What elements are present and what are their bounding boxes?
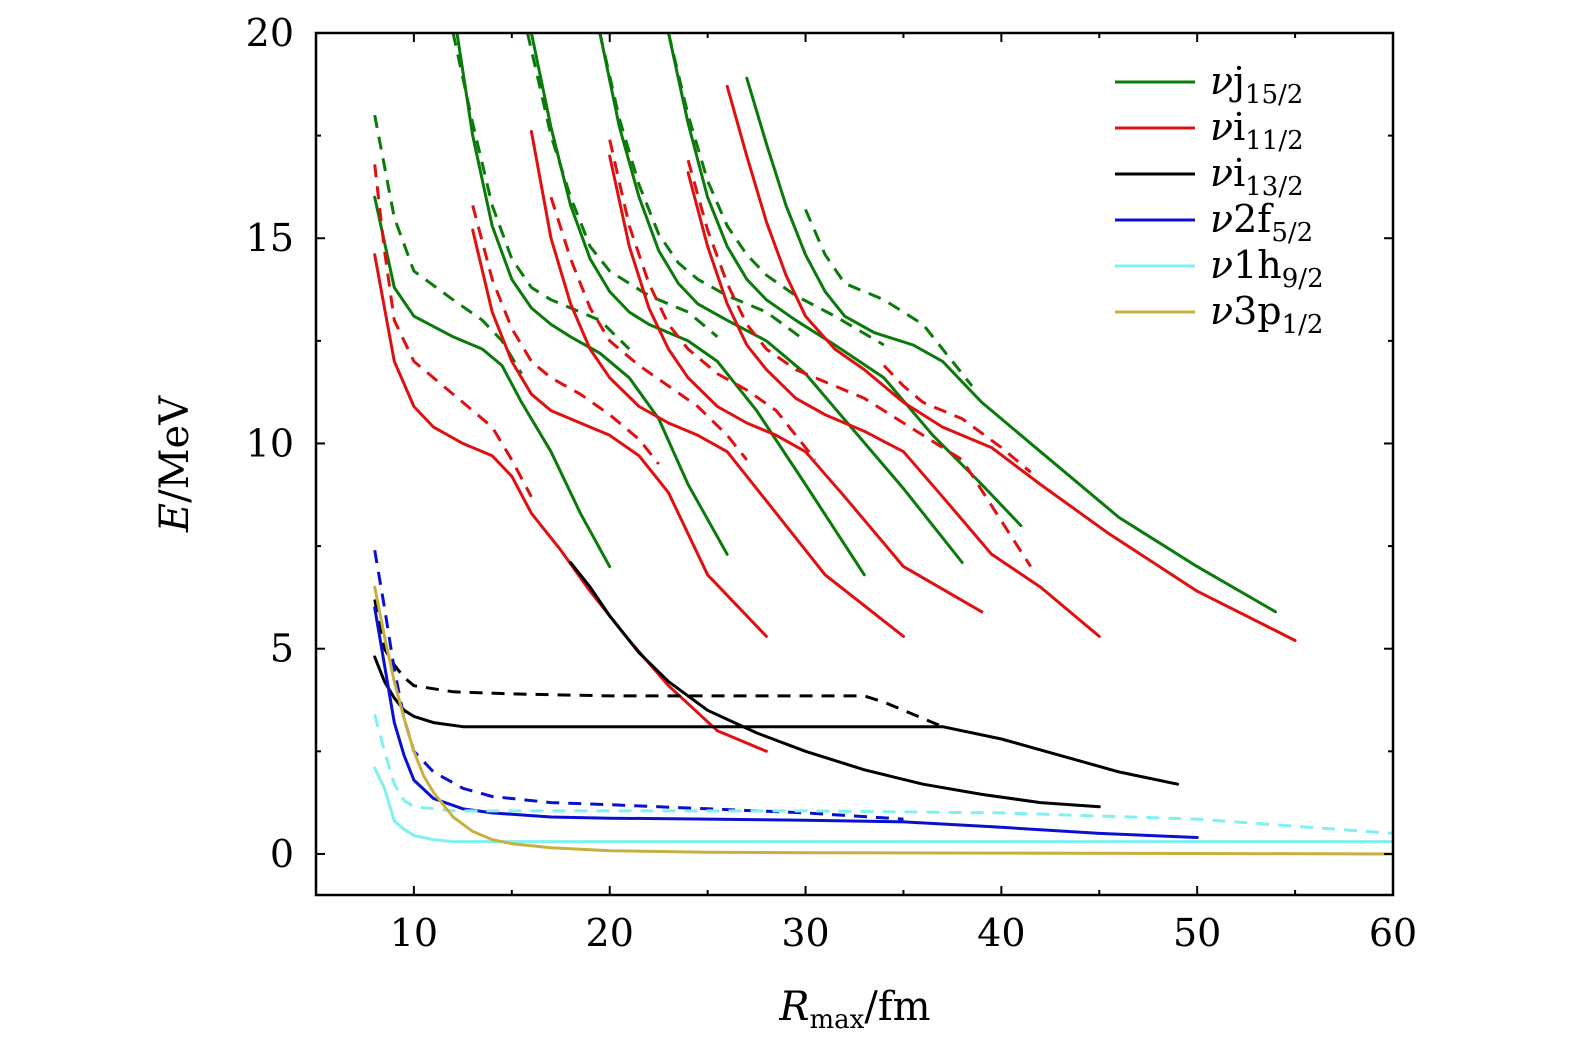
series-line-22 xyxy=(686,159,1032,568)
legend-orbital: 2f xyxy=(1233,197,1274,241)
series-line-28 xyxy=(373,606,1199,839)
series-line-15 xyxy=(471,228,768,638)
legend-label: νj15/2 xyxy=(1210,59,1303,110)
x-tick-label: 50 xyxy=(1173,911,1221,955)
legend-label: ν3p1/2 xyxy=(1210,289,1323,340)
series-line-2 xyxy=(373,114,523,375)
y-tick-label: 0 xyxy=(270,832,294,876)
series-line-24 xyxy=(882,364,1032,474)
plot-frame xyxy=(314,31,1395,897)
legend-prefix: ν xyxy=(1210,105,1233,149)
y-axis-label-unit: /MeV xyxy=(152,395,198,503)
series-line-7 xyxy=(598,33,964,564)
y-axis-label-symbol: E xyxy=(152,503,198,533)
series-line-16 xyxy=(471,205,660,465)
legend-label: ν2f5/2 xyxy=(1210,197,1313,248)
legend-orbital: 3p xyxy=(1233,289,1282,333)
series-line-1 xyxy=(373,195,612,569)
series-line-18 xyxy=(549,196,748,461)
legend-subscript: 15/2 xyxy=(1245,80,1303,110)
legend-orbital: 1h xyxy=(1233,243,1282,287)
series-line-27 xyxy=(569,561,1101,809)
x-tick-label: 10 xyxy=(390,911,438,955)
legend-item-j15: νj15/2 xyxy=(1115,59,1303,110)
legend-subscript: 11/2 xyxy=(1245,126,1303,156)
series-line-12 xyxy=(804,208,974,387)
x-axis-label-symbol: R xyxy=(778,984,809,1030)
series-line-11 xyxy=(745,76,1277,614)
y-tick-label: 20 xyxy=(246,11,294,55)
legend-prefix: ν xyxy=(1210,289,1233,333)
legend-subscript: 13/2 xyxy=(1245,172,1303,202)
legend-item-p12: ν3p1/2 xyxy=(1115,289,1323,340)
legend-item-h92: ν1h9/2 xyxy=(1115,243,1324,294)
x-axis-label: Rmax/fm xyxy=(778,984,930,1035)
legend-prefix: ν xyxy=(1210,197,1233,241)
legend-orbital: i xyxy=(1233,105,1245,149)
legend-subscript: 5/2 xyxy=(1271,218,1313,248)
legend-label: νi11/2 xyxy=(1210,105,1304,156)
x-tick-label: 40 xyxy=(977,911,1025,955)
series-line-8 xyxy=(598,33,807,343)
series-line-17 xyxy=(529,130,905,638)
series-line-4 xyxy=(451,33,631,351)
series-line-31 xyxy=(373,714,1393,835)
series-line-5 xyxy=(529,33,866,577)
x-tick-label: 20 xyxy=(586,911,634,955)
series-line-6 xyxy=(526,33,719,338)
legend-subscript: 1/2 xyxy=(1282,310,1324,340)
legend-prefix: ν xyxy=(1210,243,1233,287)
legend-label: νi13/2 xyxy=(1210,151,1304,202)
legend-orbital: i xyxy=(1233,151,1245,195)
series-line-14 xyxy=(373,164,533,498)
series-line-30 xyxy=(373,766,1393,844)
x-axis-label-unit: /fm xyxy=(864,984,930,1030)
y-tick-label: 15 xyxy=(246,216,294,260)
series-line-25 xyxy=(373,655,1180,786)
legend-label: ν1h9/2 xyxy=(1210,243,1324,294)
legend-item-i13: νi13/2 xyxy=(1115,151,1304,202)
legend-prefix: ν xyxy=(1210,151,1233,195)
series-line-20 xyxy=(608,139,817,461)
legend-subscript: 9/2 xyxy=(1282,264,1324,294)
series-line-29 xyxy=(373,549,904,821)
x-tick-label: 30 xyxy=(781,911,829,955)
x-tick-label: 60 xyxy=(1369,911,1417,955)
series-layer xyxy=(373,33,1393,856)
series-line-10 xyxy=(667,33,885,347)
ticks-layer: 10 20 30 40 50 60 0 5 10 15 20 xyxy=(246,11,1418,955)
series-line-13 xyxy=(373,253,768,753)
y-tick-label: 10 xyxy=(246,421,294,465)
svg-text:E/MeV: E/MeV xyxy=(152,395,198,533)
legend-prefix: ν xyxy=(1210,59,1233,103)
series-line-21 xyxy=(686,171,1101,638)
series-line-19 xyxy=(608,154,984,614)
legend-item-f52: ν2f5/2 xyxy=(1115,197,1313,248)
series-line-32 xyxy=(373,585,1393,856)
y-tick-label: 5 xyxy=(270,627,294,671)
series-line-3 xyxy=(455,33,729,556)
series-line-26 xyxy=(373,599,944,729)
x-axis-label-subscript: max xyxy=(810,1005,865,1035)
y-axis-label: E/MeV xyxy=(152,395,198,533)
series-line-9 xyxy=(667,33,1023,528)
series-line-23 xyxy=(725,84,1297,642)
legend-orbital: j xyxy=(1229,59,1245,103)
legend-item-i11: νi11/2 xyxy=(1115,105,1304,156)
